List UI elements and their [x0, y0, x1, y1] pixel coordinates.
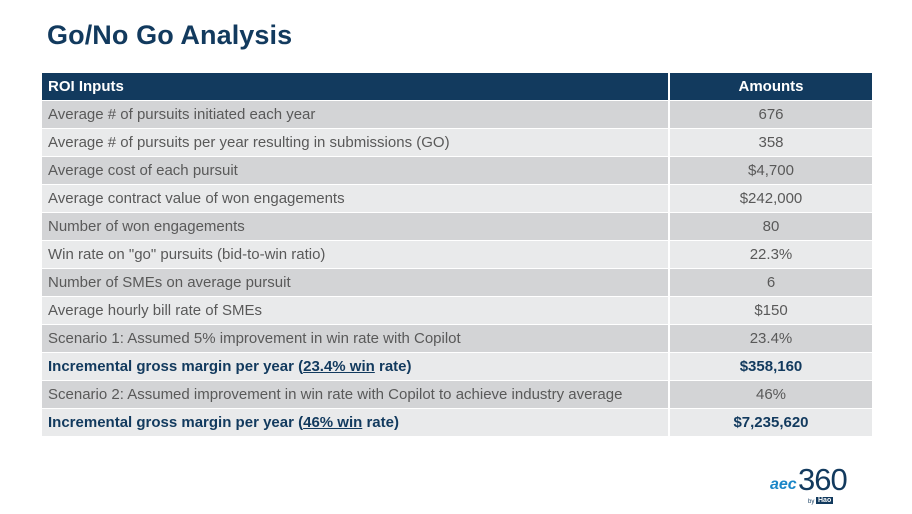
table-row: Average contract value of won engagement…: [42, 184, 872, 213]
table-row: Average cost of each pursuit $4,700: [42, 156, 872, 185]
table-row-highlight: Incremental gross margin per year (23.4%…: [42, 352, 872, 381]
row-value: 80: [668, 212, 872, 241]
row-value: 358: [668, 128, 872, 157]
logo-by: by: [808, 499, 815, 505]
win-rate-link: 46% win: [303, 414, 363, 431]
table-row: Number of won engagements 80: [42, 212, 872, 241]
row-value: 46%: [668, 380, 872, 409]
label-prefix: Incremental gross margin per year (: [48, 358, 304, 375]
row-value: $358,160: [668, 352, 872, 381]
row-label: Win rate on "go" pursuits (bid-to-win ra…: [42, 240, 669, 269]
table-row: Win rate on "go" pursuits (bid-to-win ra…: [42, 240, 872, 269]
row-label: Scenario 2: Assumed improvement in win r…: [42, 380, 669, 409]
table-header-row: ROI Inputs Amounts: [42, 73, 872, 101]
row-value: 676: [668, 100, 872, 129]
header-amounts: Amounts: [668, 73, 872, 101]
roi-table: ROI Inputs Amounts Average # of pursuits…: [42, 73, 872, 437]
row-value: 22.3%: [668, 240, 872, 269]
table-row: Number of SMEs on average pursuit 6: [42, 268, 872, 297]
label-prefix: Incremental gross margin per year (: [48, 414, 304, 431]
logo-prefix: aec: [770, 476, 797, 493]
row-label: Scenario 1: Assumed 5% improvement in wi…: [42, 324, 669, 353]
header-roi-inputs: ROI Inputs: [42, 73, 669, 101]
row-value: $150: [668, 296, 872, 325]
row-label: Average contract value of won engagement…: [42, 184, 669, 213]
row-value: 23.4%: [668, 324, 872, 353]
logo-number: 360: [798, 462, 848, 497]
row-label: Average # of pursuits per year resulting…: [42, 128, 669, 157]
row-label: Average hourly bill rate of SMEs: [42, 296, 669, 325]
row-label: Incremental gross margin per year (46% w…: [42, 408, 669, 437]
aec360-logo: aec 360 by Hao: [770, 462, 852, 508]
page-title: Go/No Go Analysis: [47, 20, 293, 50]
table-row: Average # of pursuits per year resulting…: [42, 128, 872, 157]
row-label: Average # of pursuits initiated each yea…: [42, 100, 669, 129]
label-suffix: rate): [374, 358, 412, 375]
logo-brand: Hao: [816, 497, 834, 504]
table-row: Scenario 1: Assumed 5% improvement in wi…: [42, 324, 872, 353]
win-rate-link: 23.4% win: [303, 358, 375, 375]
table-row: Average hourly bill rate of SMEs $150: [42, 296, 872, 325]
row-label: Number of SMEs on average pursuit: [42, 268, 669, 297]
row-value: $242,000: [668, 184, 872, 213]
row-value: $7,235,620: [668, 408, 872, 437]
row-label: Incremental gross margin per year (23.4%…: [42, 352, 669, 381]
table-row-highlight: Incremental gross margin per year (46% w…: [42, 408, 872, 437]
row-value: $4,700: [668, 156, 872, 185]
row-label: Average cost of each pursuit: [42, 156, 669, 185]
row-label: Number of won engagements: [42, 212, 669, 241]
table-row: Scenario 2: Assumed improvement in win r…: [42, 380, 872, 409]
label-suffix: rate): [362, 414, 399, 431]
table-row: Average # of pursuits initiated each yea…: [42, 100, 872, 129]
row-value: 6: [668, 268, 872, 297]
